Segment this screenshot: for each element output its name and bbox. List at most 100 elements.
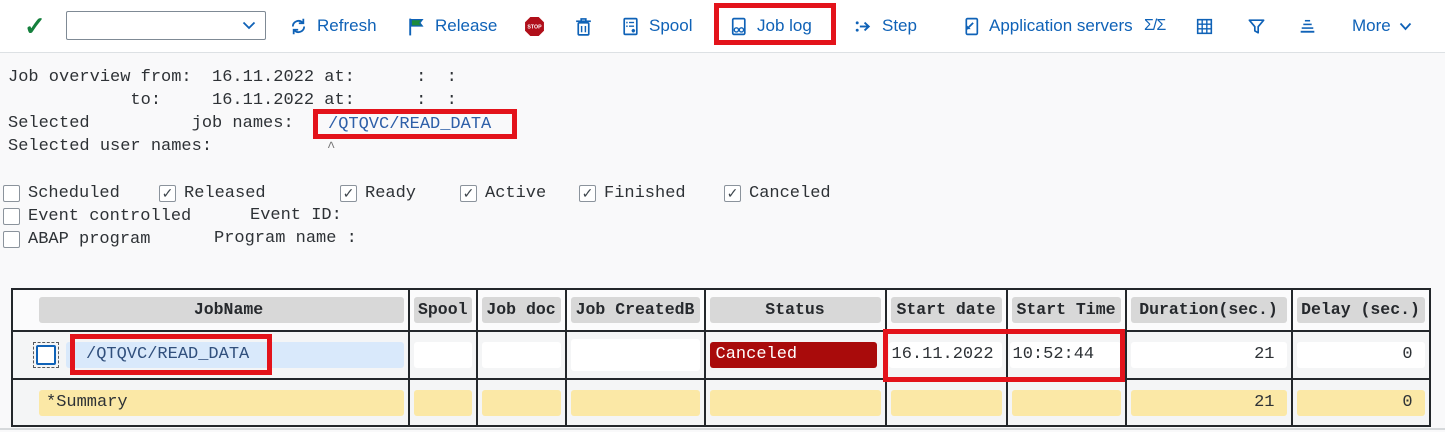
release-label: Release xyxy=(435,16,498,35)
overview-line-to: to: 16.11.2022 at: : : xyxy=(8,91,457,110)
refresh-label: Refresh xyxy=(317,16,377,35)
confirm-check-icon[interactable]: ✓ xyxy=(24,10,46,41)
job-selection-combobox[interactable] xyxy=(66,11,266,40)
trash-icon xyxy=(576,17,591,36)
header-job-doc[interactable]: Job doc xyxy=(481,297,561,323)
application-servers-label: Application servers xyxy=(989,16,1133,35)
cell-summary-duration: 21 xyxy=(1130,389,1287,416)
checkbox-ready[interactable]: ✓ xyxy=(340,184,357,202)
selected-job-names-label: Selected job names: xyxy=(8,114,304,133)
step-label: Step xyxy=(882,16,917,35)
filter-funnel-icon xyxy=(1248,18,1265,34)
refresh-button[interactable]: Refresh xyxy=(288,0,377,52)
sort-ascending-icon xyxy=(1300,19,1315,33)
cell-delay: 0 xyxy=(1296,342,1425,368)
header-jobname[interactable]: JobName xyxy=(39,297,404,323)
filter-canceled: ✓ Canceled xyxy=(724,182,831,204)
table-header-row: JobName Spool Job doc Job CreatedB Statu… xyxy=(11,288,1431,332)
window-bottom-edge xyxy=(0,428,1445,430)
checkbox-event-controlled[interactable] xyxy=(3,207,20,225)
header-start-time[interactable]: Start Time xyxy=(1011,297,1121,323)
subtotals-button[interactable]: Σ/Σ xyxy=(1144,0,1166,52)
cell-summary-delay: 0 xyxy=(1296,389,1425,416)
release-flag-icon xyxy=(409,18,424,35)
spreadsheet-view-button[interactable] xyxy=(1194,0,1215,52)
cell-summary-created-by xyxy=(570,389,700,416)
selected-job-name-value[interactable]: /QTQVC/READ_DATA xyxy=(328,114,492,134)
row-select-checkbox[interactable] xyxy=(36,345,56,365)
stop-button[interactable]: STOP xyxy=(524,0,545,52)
job-log-button[interactable]: Job log xyxy=(728,0,812,52)
cell-summary-job-doc xyxy=(481,389,561,416)
refresh-icon xyxy=(291,18,306,34)
release-button[interactable]: Release xyxy=(406,0,497,52)
application-servers-button[interactable]: Application servers xyxy=(960,0,1133,52)
abap-program-label: ABAP program xyxy=(28,229,151,249)
header-delay[interactable]: Delay (sec.) xyxy=(1296,297,1425,323)
spool-label: Spool xyxy=(649,16,693,35)
toolbar: ✓ Refresh Release STOP xyxy=(0,0,1445,53)
checkbox-scheduled[interactable] xyxy=(3,184,20,202)
filter-released: ✓ Released xyxy=(159,182,266,204)
row-focus-frame xyxy=(33,342,59,368)
cell-created-by[interactable] xyxy=(570,339,700,371)
spool-icon xyxy=(623,17,638,35)
header-duration[interactable]: Duration(sec.) xyxy=(1130,297,1287,323)
ready-label: Ready xyxy=(365,183,417,203)
released-label: Released xyxy=(184,183,266,203)
cursor-caret: ^ xyxy=(327,140,336,156)
step-button[interactable]: Step xyxy=(853,0,917,52)
filter-ready: ✓ Ready xyxy=(340,182,416,204)
overview-line-from: Job overview from: 16.11.2022 at: : : xyxy=(8,68,457,87)
delete-button[interactable] xyxy=(573,0,594,52)
more-button[interactable]: More xyxy=(1352,0,1412,52)
application-servers-icon xyxy=(965,17,979,35)
finished-label: Finished xyxy=(604,183,686,203)
grid-table-icon xyxy=(1196,18,1213,34)
filter-button[interactable] xyxy=(1246,0,1267,52)
scheduled-label: Scheduled xyxy=(28,183,120,203)
cell-spool[interactable] xyxy=(414,342,472,368)
program-name-label: Program name : xyxy=(214,229,357,248)
chevron-down-icon xyxy=(242,21,256,30)
filter-active: ✓ Active xyxy=(460,182,546,204)
cell-job-doc[interactable] xyxy=(481,342,561,368)
canceled-label: Canceled xyxy=(749,183,831,203)
cell-summary-label: *Summary xyxy=(39,389,404,416)
svg-text:STOP: STOP xyxy=(527,24,542,30)
cell-start-date: 16.11.2022 xyxy=(888,342,1002,368)
job-log-icon xyxy=(731,17,746,35)
header-job-createdby[interactable]: Job CreatedB xyxy=(570,297,700,323)
cell-start-time: 10:52:44 xyxy=(1009,342,1121,368)
chevron-down-icon xyxy=(1399,22,1411,30)
filter-scheduled: Scheduled xyxy=(3,182,120,204)
cell-summary-start-time xyxy=(1011,389,1121,416)
cell-summary-status xyxy=(709,389,881,416)
spool-button[interactable]: Spool xyxy=(620,0,692,52)
event-controlled-label: Event controlled xyxy=(28,206,192,226)
header-status[interactable]: Status xyxy=(709,297,881,323)
header-spool[interactable]: Spool xyxy=(414,297,472,323)
event-id-label: Event ID: xyxy=(250,206,342,225)
checkbox-abap-program[interactable] xyxy=(3,230,20,248)
checkbox-finished[interactable]: ✓ xyxy=(579,184,596,202)
filter-finished: ✓ Finished xyxy=(579,182,686,204)
cell-duration: 21 xyxy=(1130,342,1287,368)
stop-sign-icon: STOP xyxy=(525,16,544,36)
active-label: Active xyxy=(485,183,547,203)
table-row: /QTQVC/READ_DATA Canceled 16.11.2022 10:… xyxy=(11,330,1431,380)
header-start-date[interactable]: Start date xyxy=(890,297,1002,323)
cell-status: Canceled xyxy=(709,342,877,368)
step-icon xyxy=(855,20,871,32)
cell-summary-start-date xyxy=(890,389,1002,416)
sigma-sum-icon: Σ/Σ xyxy=(1144,17,1166,34)
checkbox-canceled[interactable]: ✓ xyxy=(724,184,741,202)
cell-job-name[interactable]: /QTQVC/READ_DATA xyxy=(66,342,404,368)
filter-event-controlled: Event controlled xyxy=(3,205,191,227)
filter-abap-program: ABAP program xyxy=(3,228,150,250)
checkbox-released[interactable]: ✓ xyxy=(159,184,176,202)
checkbox-active[interactable]: ✓ xyxy=(460,184,477,202)
job-log-label: Job log xyxy=(757,16,812,35)
sort-button[interactable] xyxy=(1297,0,1318,52)
more-label: More xyxy=(1352,16,1391,35)
